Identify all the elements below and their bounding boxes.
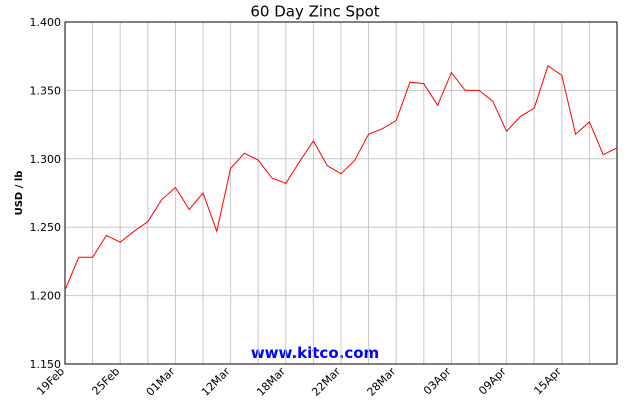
y-axis-label: USD / lb	[14, 171, 25, 216]
x-tick-label: 28Mar	[365, 365, 399, 399]
x-tick-label: 22Mar	[309, 365, 343, 399]
y-tick-label: 1.200	[30, 290, 62, 303]
x-tick-label: 03Apr	[421, 365, 454, 398]
chart-title: 60 Day Zinc Spot	[250, 3, 379, 21]
x-tick-label: 25Feb	[89, 365, 122, 398]
y-tick-label: 1.350	[30, 84, 62, 97]
y-tick-label: 1.250	[30, 221, 62, 234]
price-line	[64, 65, 618, 291]
x-tick-label: 15Apr	[531, 365, 564, 398]
plot-frame	[64, 21, 618, 365]
x-tick-label: 01Mar	[144, 365, 178, 399]
y-tick-label: 1.400	[30, 16, 62, 29]
x-tick-label: 09Apr	[476, 365, 509, 398]
x-tick-label: 18Mar	[254, 365, 288, 399]
watermark: www.kitco.com	[251, 344, 379, 362]
y-tick-label: 1.150	[30, 358, 62, 371]
y-tick-label: 1.300	[30, 153, 62, 166]
x-tick-label: 12Mar	[199, 365, 233, 399]
